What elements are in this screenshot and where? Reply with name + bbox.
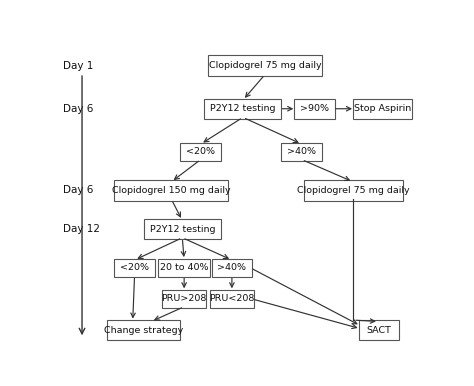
FancyBboxPatch shape <box>353 99 412 119</box>
Text: P2Y12 testing: P2Y12 testing <box>210 104 276 113</box>
FancyBboxPatch shape <box>162 290 206 308</box>
FancyBboxPatch shape <box>303 180 403 201</box>
Text: Clopidogrel 150 mg daily: Clopidogrel 150 mg daily <box>112 186 231 195</box>
FancyBboxPatch shape <box>114 180 228 201</box>
Text: Stop Aspirin: Stop Aspirin <box>354 104 411 113</box>
FancyBboxPatch shape <box>282 142 322 161</box>
FancyBboxPatch shape <box>359 320 399 340</box>
FancyBboxPatch shape <box>294 99 335 119</box>
FancyBboxPatch shape <box>158 259 210 277</box>
Text: PRU<208: PRU<208 <box>209 295 255 303</box>
Text: 20 to 40%: 20 to 40% <box>160 263 209 272</box>
Text: >90%: >90% <box>300 104 329 113</box>
FancyBboxPatch shape <box>114 259 155 277</box>
Text: P2Y12 testing: P2Y12 testing <box>150 225 215 234</box>
FancyBboxPatch shape <box>210 290 254 308</box>
FancyBboxPatch shape <box>204 99 282 119</box>
FancyBboxPatch shape <box>208 55 322 76</box>
Text: >40%: >40% <box>287 147 316 156</box>
Text: PRU>208: PRU>208 <box>162 295 207 303</box>
FancyBboxPatch shape <box>107 320 181 340</box>
Text: Day 1: Day 1 <box>63 61 93 71</box>
Text: Day 12: Day 12 <box>63 224 100 234</box>
Text: Day 6: Day 6 <box>63 185 93 195</box>
Text: Clopidogrel 75 mg daily: Clopidogrel 75 mg daily <box>297 186 410 195</box>
Text: Clopidogrel 75 mg daily: Clopidogrel 75 mg daily <box>209 61 321 70</box>
FancyBboxPatch shape <box>212 259 252 277</box>
Text: SACT: SACT <box>366 326 391 335</box>
FancyBboxPatch shape <box>144 219 221 239</box>
Text: <20%: <20% <box>186 147 215 156</box>
Text: Change strategy: Change strategy <box>104 326 183 335</box>
FancyBboxPatch shape <box>181 142 221 161</box>
Text: >40%: >40% <box>218 263 246 272</box>
Text: Day 6: Day 6 <box>63 104 93 114</box>
Text: <20%: <20% <box>120 263 149 272</box>
